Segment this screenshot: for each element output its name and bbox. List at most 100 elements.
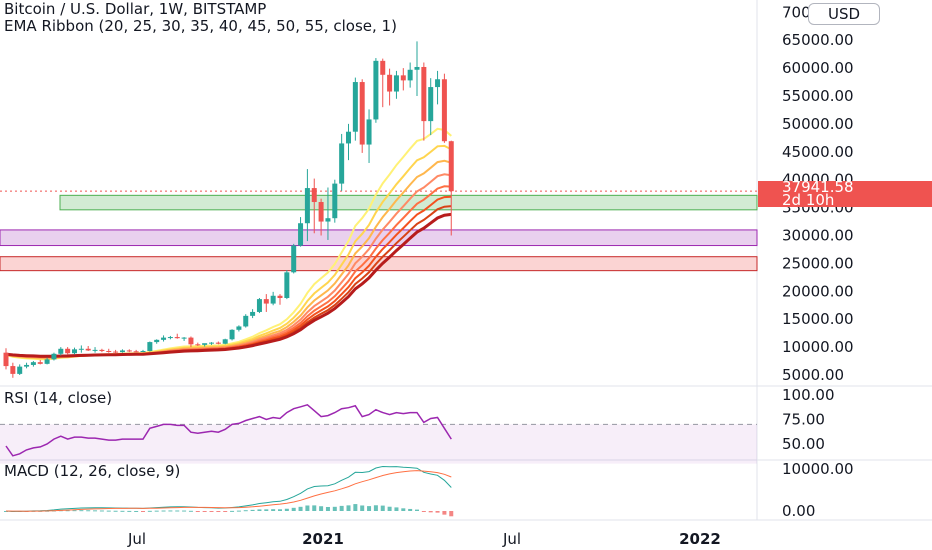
- candle-body: [3, 352, 9, 367]
- price-tick-label: 5000.00: [782, 366, 844, 384]
- price-tick-label: 45000.00: [782, 143, 854, 161]
- candle-body: [284, 272, 290, 298]
- candle-body: [380, 60, 386, 75]
- currency-selector[interactable]: USD: [808, 3, 880, 25]
- zone-green: [59, 194, 758, 211]
- candle-body: [236, 326, 242, 330]
- current-price-tag: 37941.58 2d 10h: [758, 178, 932, 208]
- macd-histogram-bar: [120, 510, 125, 512]
- candle-body: [400, 75, 406, 81]
- rsi-line: [5, 403, 452, 457]
- candle-body: [202, 343, 208, 345]
- price-tick-label: 65000.00: [782, 31, 854, 49]
- chart-title: Bitcoin / U.S. Dollar, 1W, BITSTAMP: [4, 0, 267, 18]
- candle-body: [263, 299, 269, 304]
- candle-body: [387, 74, 393, 92]
- candle-body: [126, 350, 132, 352]
- candle-body: [58, 348, 64, 354]
- macd-histogram-bar: [182, 510, 187, 512]
- macd-histogram-bar: [168, 510, 173, 512]
- candle-body: [414, 66, 420, 70]
- candle-body: [243, 315, 249, 327]
- candle-body: [10, 366, 16, 374]
- candle-body: [119, 350, 125, 353]
- ema-45-line: [5, 195, 452, 358]
- price-tick-label: 60000.00: [782, 59, 854, 77]
- candle-body: [366, 119, 372, 145]
- candle-body: [346, 131, 351, 144]
- candle-body: [448, 141, 454, 192]
- time-tick-label: 2022: [679, 530, 721, 548]
- candle-body: [167, 337, 173, 339]
- candle-body: [339, 143, 345, 184]
- ema-40-line: [5, 185, 452, 359]
- macd-histogram-bar: [79, 510, 84, 512]
- candle-body: [435, 79, 441, 88]
- price-tick-label: 15000.00: [782, 310, 854, 328]
- signal-line: [5, 470, 452, 512]
- candle-body: [174, 337, 180, 339]
- macd-histogram-bar: [202, 511, 207, 512]
- candle-body: [72, 349, 77, 354]
- current-price: 37941.58: [782, 178, 854, 196]
- price-tick-label: 55000.00: [782, 87, 854, 105]
- candle-body: [250, 311, 256, 316]
- zone-purple: [0, 229, 758, 247]
- candle-body: [30, 362, 36, 365]
- macd-histogram-bar: [223, 511, 228, 512]
- macd-histogram-bar: [230, 510, 235, 512]
- macd-histogram-bar: [127, 510, 132, 512]
- macd-tick-label: 10000.00: [782, 460, 854, 478]
- macd-histogram-bar: [161, 510, 166, 512]
- candle-body: [270, 295, 276, 304]
- candle-body: [140, 351, 146, 353]
- candle-body: [181, 337, 187, 339]
- candle-body: [428, 87, 434, 122]
- candle-body: [188, 337, 194, 345]
- time-tick-label: Jul: [502, 530, 521, 548]
- price-tick-label: 25000.00: [782, 254, 854, 272]
- macd-histogram-bar: [380, 505, 385, 511]
- macd-histogram-bar: [188, 510, 193, 512]
- macd-histogram-bar: [72, 510, 77, 512]
- macd-histogram-bar: [449, 511, 454, 517]
- candle-body: [195, 344, 201, 346]
- candle-body: [311, 188, 317, 203]
- candle-body: [106, 351, 112, 353]
- time-tick-label: 2021: [302, 530, 344, 548]
- macd-histogram-bar: [106, 510, 111, 512]
- macd-histogram-bar: [134, 510, 139, 512]
- macd-histogram-bar: [93, 510, 98, 512]
- candle-body: [421, 66, 427, 122]
- candle-body: [277, 295, 283, 298]
- macd-histogram-bar: [305, 505, 310, 511]
- candle-body: [17, 366, 23, 374]
- price-tick-label: 20000.00: [782, 282, 854, 300]
- candle-body: [359, 82, 365, 145]
- candle-body: [256, 299, 262, 312]
- macd-histogram-bar: [298, 506, 303, 511]
- candle-body: [85, 348, 91, 351]
- macd-histogram-bar: [360, 505, 365, 511]
- ema-55-line: [5, 212, 452, 358]
- macd-histogram-bar: [195, 511, 200, 512]
- macd-label: MACD (12, 26, close, 9): [4, 462, 181, 480]
- macd-tick-label: 0.00: [782, 502, 815, 520]
- candle-body: [44, 359, 50, 364]
- macd-histogram-bar: [243, 510, 248, 512]
- macd-histogram-bar: [154, 510, 159, 512]
- ema-25-line: [5, 144, 452, 360]
- macd-histogram-bar: [319, 506, 324, 511]
- candle-body: [325, 218, 331, 222]
- price-tick-label: 30000.00: [782, 227, 854, 245]
- macd-histogram-bar: [264, 509, 269, 511]
- macd-histogram-bar: [216, 511, 221, 512]
- rsi-tick-label: 50.00: [782, 435, 825, 453]
- candle-body: [441, 79, 447, 142]
- candle-body: [78, 348, 84, 350]
- macd-histogram-bar: [408, 508, 413, 511]
- candle-body: [222, 339, 228, 344]
- macd-histogram-bar: [339, 505, 344, 511]
- rsi-tick-label: 75.00: [782, 411, 825, 429]
- macd-histogram-bar: [373, 505, 378, 511]
